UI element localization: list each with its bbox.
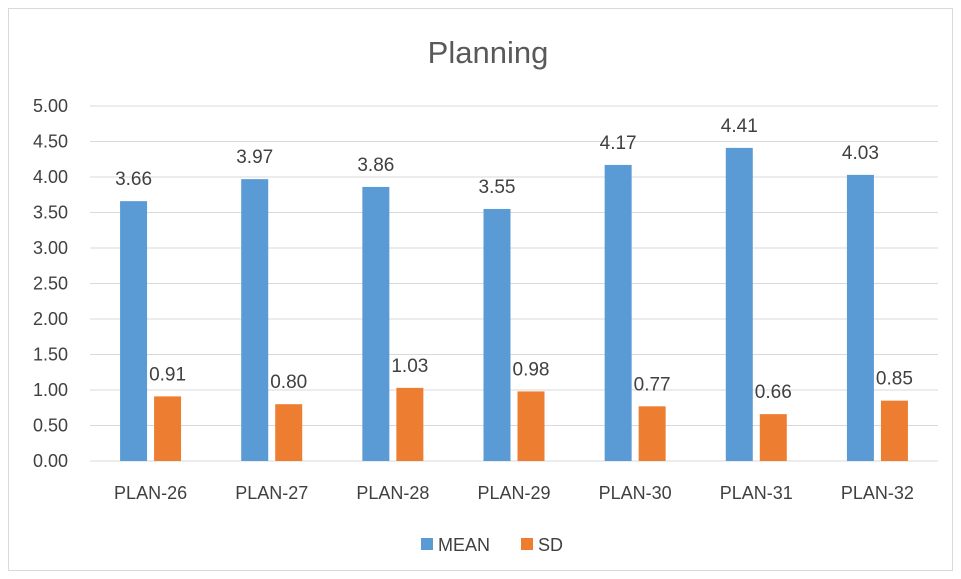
mean-data-label: 3.86 [357,155,394,176]
mean-data-label: 3.66 [115,169,152,190]
sd-legend-label: SD [538,535,563,555]
y-tick-label: 2.00 [33,309,68,329]
mean-bar [241,179,269,461]
sd-data-label: 0.80 [270,372,307,393]
sd-legend-swatch [521,538,533,550]
x-axis-ticks: PLAN-26 PLAN-27 PLAN-28 PLAN-29 PLAN-30 PLAN-… [114,483,914,503]
y-tick-label: 0.00 [33,451,68,471]
y-axis-ticks: 0.00 0.50 1.00 1.50 2.00 2.50 3.00 3.50 4.00 4.50… [33,96,68,471]
mean-bar [725,147,753,461]
mean-data-label: 3.55 [479,177,516,198]
sd-data-label: 0.85 [876,369,913,390]
x-tick-label: PLAN-26 [114,483,187,503]
sd-data-label: 0.91 [149,364,186,385]
data-labels: 3.66 0.91 3.97 0.80 3.86 1.03 3.55 0.98 4.17 0.77… [115,116,913,403]
sd-bar [880,400,908,461]
sd-bar [759,414,787,461]
mean-bar [846,174,874,461]
sd-data-label: 0.77 [634,374,671,395]
mean-data-label: 4.17 [600,133,637,154]
sd-data-label: 0.98 [513,359,550,380]
sd-bar [154,396,182,461]
y-tick-label: 1.50 [33,345,68,365]
gridlines [90,105,938,462]
mean-data-label: 4.41 [721,116,758,137]
sd-bar [275,404,303,461]
mean-data-label: 4.03 [842,143,879,164]
x-tick-label: PLAN-32 [841,483,914,503]
y-tick-label: 0.50 [33,416,68,436]
sd-bar [638,406,666,461]
y-tick-label: 4.00 [33,167,68,187]
mean-bar [120,201,148,461]
sd-bar [396,387,424,461]
mean-bar [483,208,511,461]
mean-bar [362,186,390,461]
mean-legend-label: MEAN [438,535,490,555]
y-tick-label: 3.00 [33,238,68,258]
bars [120,147,908,461]
sd-data-label: 1.03 [391,356,428,377]
mean-legend-swatch [421,538,433,550]
y-tick-label: 2.50 [33,274,68,294]
mean-bar [604,164,632,461]
x-tick-label: PLAN-27 [235,483,308,503]
y-tick-label: 4.50 [33,132,68,152]
y-tick-label: 5.00 [33,96,68,116]
chart-frame [8,8,953,571]
sd-bar [517,391,545,461]
x-tick-label: PLAN-30 [599,483,672,503]
x-tick-label: PLAN-31 [720,483,793,503]
y-tick-label: 1.00 [33,380,68,400]
chart-title: Planning [428,35,549,70]
mean-data-label: 3.97 [236,147,273,168]
y-tick-label: 3.50 [33,203,68,223]
x-tick-label: PLAN-29 [477,483,550,503]
legend: MEAN SD [421,535,563,555]
sd-data-label: 0.66 [755,382,792,403]
x-tick-label: PLAN-28 [356,483,429,503]
